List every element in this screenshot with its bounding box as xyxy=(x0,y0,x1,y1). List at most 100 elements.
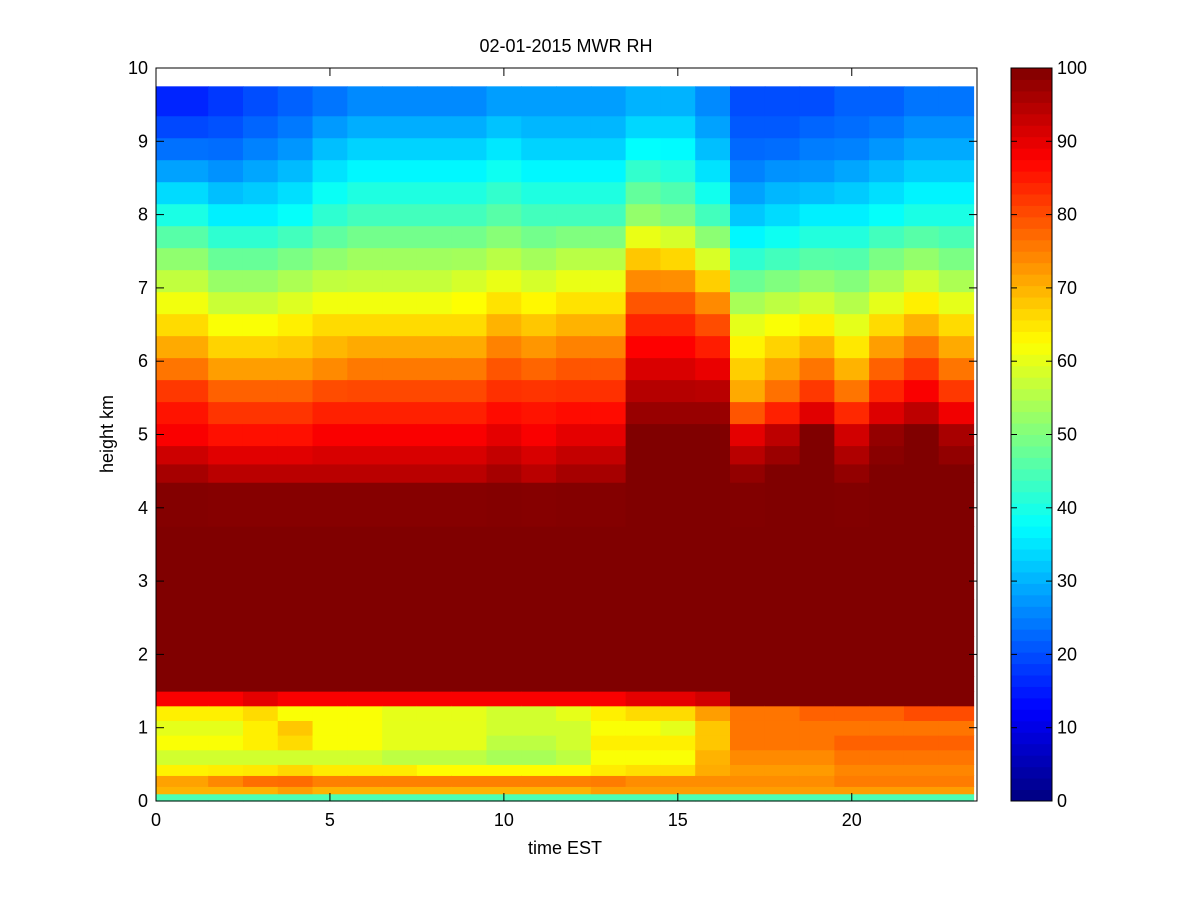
heatmap-cell xyxy=(869,291,905,315)
colorbar-tick-label: 20 xyxy=(1057,644,1077,664)
heatmap-cell xyxy=(590,764,627,776)
heatmap-cell xyxy=(486,423,522,447)
heatmap-cell xyxy=(903,749,940,765)
heatmap-cell xyxy=(625,335,662,359)
heatmap-cell xyxy=(521,335,557,359)
colorbar-step xyxy=(1011,686,1052,699)
heatmap-cell xyxy=(625,115,662,139)
heatmap-cell xyxy=(451,291,488,315)
heatmap-cell xyxy=(242,676,279,692)
heatmap-cell xyxy=(156,599,209,637)
colorbar-step xyxy=(1011,549,1052,561)
heatmap-cell xyxy=(938,599,975,637)
heatmap-cell xyxy=(660,526,696,564)
heatmap-cell xyxy=(799,676,835,692)
heatmap-cell xyxy=(416,793,453,802)
heatmap-cell xyxy=(521,720,557,736)
heatmap-cell xyxy=(869,793,905,802)
heatmap-cell xyxy=(416,181,453,205)
heatmap-cell xyxy=(799,735,835,751)
heatmap-cell xyxy=(764,291,801,315)
heatmap-cell xyxy=(382,775,418,787)
heatmap-cell xyxy=(208,313,244,337)
heatmap-cell xyxy=(799,291,835,315)
heatmap-cell xyxy=(695,225,731,249)
heatmap-cell xyxy=(416,423,453,447)
heatmap-cell xyxy=(347,599,383,637)
heatmap-cell xyxy=(208,335,244,359)
heatmap-cell xyxy=(486,313,522,337)
colorbar-step xyxy=(1011,732,1052,745)
heatmap-cell xyxy=(277,269,314,293)
colorbar-step xyxy=(1011,411,1052,424)
heatmap-cell xyxy=(486,735,522,751)
heatmap-cell xyxy=(695,793,731,802)
heatmap-cell xyxy=(416,720,453,736)
heatmap-cell xyxy=(208,247,244,271)
heatmap-cell xyxy=(625,269,662,293)
heatmap-cell xyxy=(869,676,905,692)
heatmap-cell xyxy=(660,247,696,271)
heatmap-cell xyxy=(208,786,244,795)
heatmap-cell xyxy=(590,793,627,802)
heatmap-cell xyxy=(521,225,557,249)
heatmap-cell xyxy=(834,764,870,776)
heatmap-cell xyxy=(695,749,731,765)
heatmap-cell xyxy=(764,335,801,359)
heatmap-cell xyxy=(486,291,522,315)
colorbar-step xyxy=(1011,526,1052,539)
heatmap-cell xyxy=(277,203,314,227)
heatmap-cell xyxy=(938,86,975,117)
heatmap-cell xyxy=(486,749,522,765)
heatmap-cell xyxy=(451,115,488,139)
heatmap-cell xyxy=(347,526,383,564)
heatmap-cell xyxy=(764,225,801,249)
heatmap-cell xyxy=(277,705,314,721)
heatmap-cell xyxy=(590,159,627,183)
heatmap-cell xyxy=(416,562,453,601)
heatmap-cell xyxy=(277,793,314,802)
heatmap-cell xyxy=(347,335,383,359)
colorbar-step xyxy=(1011,331,1052,344)
heatmap-cell xyxy=(556,247,592,271)
colorbar-step xyxy=(1011,400,1052,413)
heatmap-cell xyxy=(660,86,696,117)
heatmap-cell xyxy=(382,247,418,271)
heatmap-cell xyxy=(277,181,314,205)
heatmap-cell xyxy=(208,562,244,601)
heatmap-cell xyxy=(869,691,905,707)
heatmap-cell xyxy=(416,335,453,359)
heatmap-cell xyxy=(312,463,348,483)
heatmap-cell xyxy=(903,676,940,692)
colorbar-step xyxy=(1011,537,1052,550)
colorbar-step xyxy=(1011,743,1052,756)
heatmap-cell xyxy=(834,749,870,765)
heatmap-cell xyxy=(382,423,418,447)
heatmap-cell xyxy=(869,423,905,447)
colorbar-gradient xyxy=(1011,68,1052,802)
heatmap-cell xyxy=(277,225,314,249)
heatmap-cell xyxy=(451,86,488,117)
heatmap-cell xyxy=(938,636,975,677)
heatmap-cell xyxy=(416,357,453,381)
colorbar-step xyxy=(1011,560,1052,573)
heatmap-cell xyxy=(416,269,453,293)
heatmap-cell xyxy=(312,291,348,315)
heatmap-cell xyxy=(156,445,209,465)
heatmap-cell xyxy=(938,291,975,315)
heatmap-cell xyxy=(556,335,592,359)
colorbar-step xyxy=(1011,159,1052,172)
heatmap-cell xyxy=(799,636,835,677)
heatmap-cell xyxy=(625,705,662,721)
colorbar-tick-label: 60 xyxy=(1057,351,1077,371)
heatmap-cell xyxy=(208,357,244,381)
heatmap-cell xyxy=(312,526,348,564)
heatmap-cell xyxy=(834,86,870,117)
heatmap-cell xyxy=(208,423,244,447)
heatmap-cell xyxy=(156,562,209,601)
heatmap-cell xyxy=(903,691,940,707)
heatmap-cell xyxy=(312,203,348,227)
heatmap-cell xyxy=(590,203,627,227)
heatmap-cell xyxy=(242,379,279,403)
heatmap-cell xyxy=(730,445,766,465)
